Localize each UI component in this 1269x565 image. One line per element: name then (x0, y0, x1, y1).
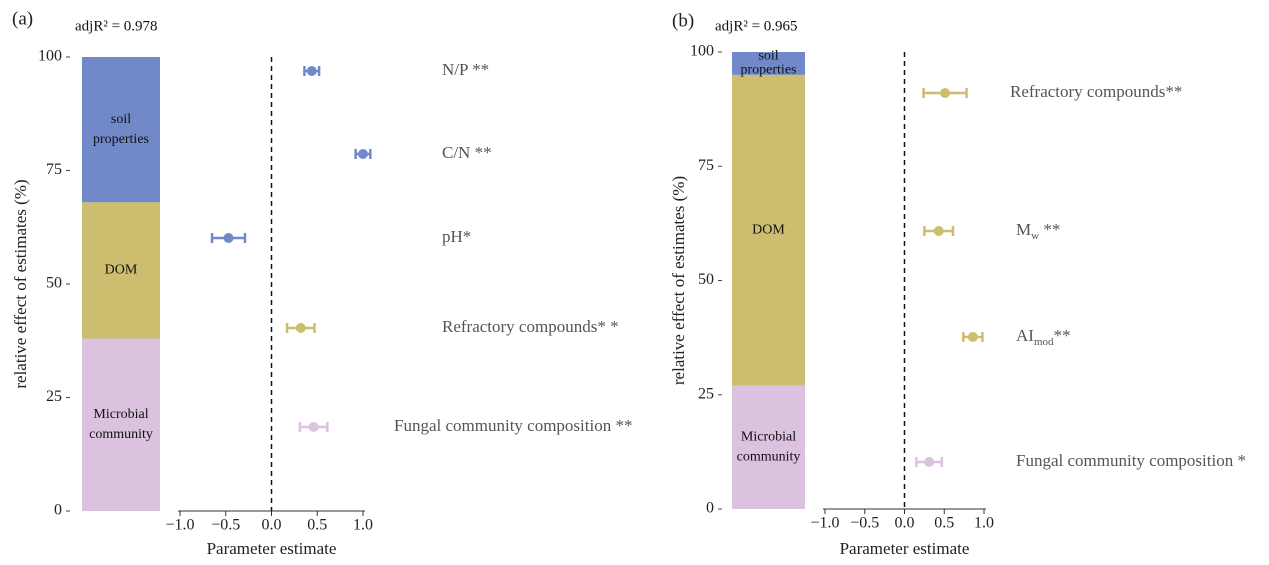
point-estimate (308, 422, 319, 432)
estimate-label: pH* (442, 227, 471, 246)
segment-label: DOM (105, 263, 138, 278)
stacked-segment (82, 57, 160, 203)
stacked-segment (732, 52, 805, 75)
y-tick-label: 50 (46, 275, 62, 292)
estimate-label: C/N ** (442, 143, 492, 162)
estimate (922, 88, 968, 98)
label-text: AI (1016, 326, 1034, 345)
label-subscript: w (1031, 230, 1039, 242)
segment-label: community (737, 450, 801, 465)
x-axis-label: Parameter estimate (207, 539, 337, 558)
y-tick-label: 0 (54, 502, 62, 519)
annotation: adjR² = 0.965 (715, 18, 798, 34)
estimate (915, 457, 944, 467)
point-estimate (967, 332, 978, 342)
point-estimate (295, 323, 306, 333)
point-estimate (223, 233, 234, 243)
y-tick-label: 100 (690, 43, 714, 60)
estimate-label: AImod** (1016, 326, 1071, 348)
panel-label: (b) (672, 10, 694, 31)
x-tick-label: 1.0 (353, 517, 373, 534)
estimate-label: Refractory compounds** (1010, 82, 1182, 101)
label-suffix: ** (1039, 220, 1060, 239)
x-tick-label: −0.5 (211, 517, 240, 534)
x-tick-label: −1.0 (165, 517, 194, 534)
estimate (923, 226, 955, 236)
y-tick-label: 75 (46, 161, 62, 178)
stacked-segment (82, 202, 160, 339)
y-tick-label: 100 (38, 48, 62, 65)
y-axis-label: relative effect of estimates (%) (11, 179, 30, 388)
x-tick-label: 0.5 (934, 515, 954, 532)
segment-label: soil (111, 112, 131, 127)
x-tick-label: 1.0 (974, 515, 994, 532)
segment-label: soil (758, 49, 778, 64)
x-tick-label: −0.5 (850, 515, 879, 532)
stacked-segment (732, 385, 805, 509)
point-estimate (306, 66, 317, 76)
label-text: M (1016, 220, 1031, 239)
x-tick-label: 0.5 (307, 517, 327, 534)
point-estimate (924, 457, 935, 467)
estimate-label: N/P ** (442, 60, 489, 79)
estimate (298, 422, 329, 432)
estimate (962, 332, 984, 342)
point-estimate (933, 226, 944, 236)
estimate-label: Fungal community composition ** (394, 416, 632, 435)
estimate (354, 149, 372, 159)
x-axis-label: Parameter estimate (840, 539, 970, 558)
y-axis-label: relative effect of estimates (%) (669, 176, 688, 385)
segment-label: DOM (752, 222, 785, 237)
x-tick-label: 0.0 (895, 515, 915, 532)
estimate-label: Fungal community composition * (1016, 451, 1246, 470)
segment-label: Microbial (741, 430, 796, 445)
y-tick-label: 0 (706, 500, 714, 517)
label-suffix: ** (1054, 326, 1071, 345)
point-estimate (940, 88, 951, 98)
stacked-segment (732, 74, 805, 386)
y-tick-label: 25 (46, 388, 62, 405)
estimate (285, 323, 316, 333)
segment-label: Microbial (93, 407, 148, 422)
estimate-label: Mw ** (1016, 220, 1060, 242)
x-tick-label: 0.0 (262, 517, 282, 534)
point-estimate (358, 149, 368, 159)
estimate (303, 66, 321, 76)
label-subscript: mod (1034, 336, 1054, 348)
y-tick-label: 75 (698, 157, 714, 174)
segment-label: properties (741, 63, 797, 78)
x-tick-label: −1.0 (810, 515, 839, 532)
estimate (210, 233, 247, 243)
segment-label: properties (93, 132, 149, 147)
segment-label: community (89, 427, 153, 442)
y-tick-label: 25 (698, 385, 714, 402)
annotation: adjR² = 0.978 (75, 18, 158, 34)
stacked-segment (82, 338, 160, 511)
panel-label: (a) (12, 8, 33, 29)
estimate-label: Refractory compounds* * (442, 317, 619, 336)
y-tick-label: 50 (698, 271, 714, 288)
